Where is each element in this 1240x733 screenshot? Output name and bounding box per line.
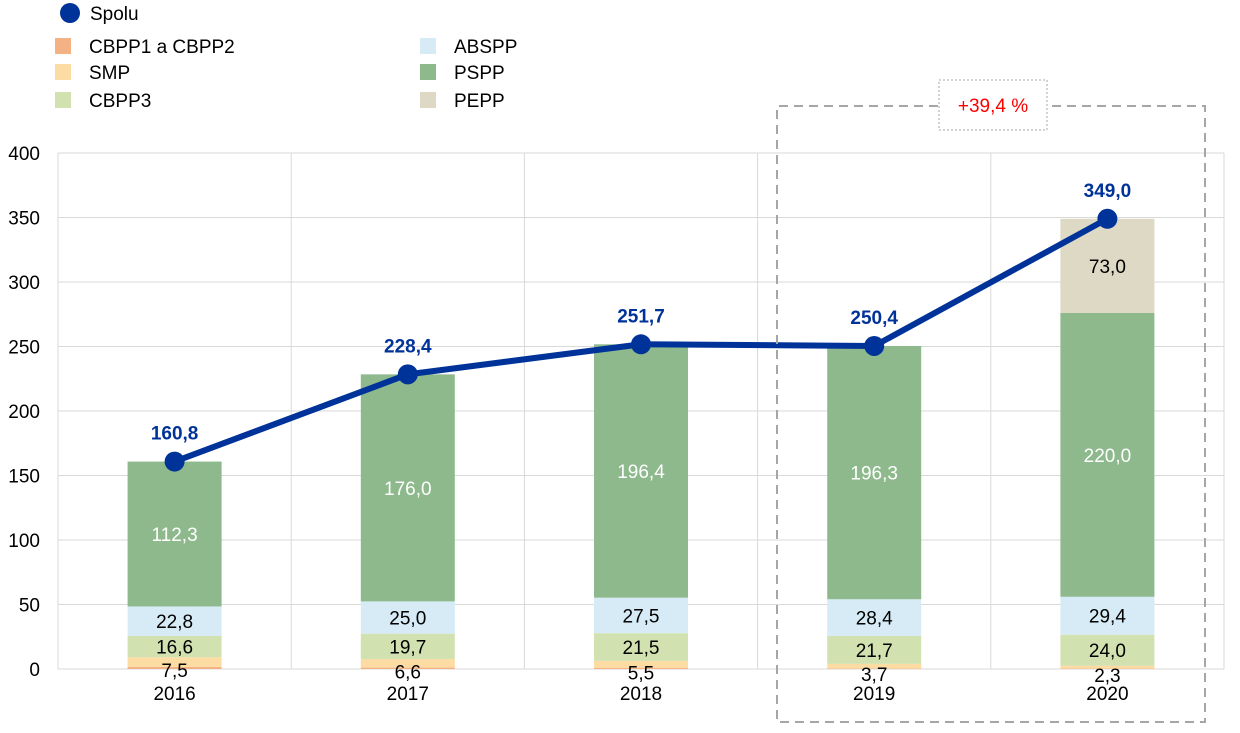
total-point <box>165 452 185 472</box>
data-label: 21,5 <box>623 638 660 659</box>
x-tick-label: 2020 <box>1086 684 1128 705</box>
y-tick-label: 400 <box>8 144 40 165</box>
data-label: 24,0 <box>1089 641 1126 662</box>
y-tick-label: 150 <box>8 467 40 488</box>
data-label: 176,0 <box>384 479 432 500</box>
data-label: 25,0 <box>389 609 426 630</box>
x-tick-label: 2016 <box>153 684 195 705</box>
data-label: 6,6 <box>395 662 421 683</box>
total-label: 250,4 <box>850 308 898 329</box>
total-point <box>398 364 418 384</box>
data-label: 196,3 <box>850 464 898 485</box>
legend-label: Spolu <box>90 4 139 25</box>
x-tick-label: 2018 <box>620 684 662 705</box>
total-point <box>1097 209 1117 229</box>
legend-label: ABSPP <box>454 37 517 58</box>
data-label: 29,4 <box>1089 607 1126 628</box>
total-label: 228,4 <box>384 336 432 357</box>
legend-swatch <box>420 92 436 108</box>
y-tick-label: 50 <box>19 596 40 617</box>
data-label: 16,6 <box>156 638 193 659</box>
legend-label: PEPP <box>454 91 505 112</box>
y-tick-label: 200 <box>8 402 40 423</box>
bars: 7,516,6 22,8 112,3 6,6 19,7 25,0 176,0 5,5 21,5 2… <box>128 219 1155 687</box>
legend-swatch <box>55 64 71 80</box>
legend-swatch <box>55 38 71 54</box>
y-tick-label: 0 <box>29 660 40 681</box>
legend-swatch <box>420 38 436 54</box>
data-label: 27,5 <box>623 606 660 627</box>
legend-marker-spolu <box>60 3 80 23</box>
annotation-text: +39,4 % <box>958 96 1028 117</box>
legend-label: PSPP <box>454 63 505 84</box>
data-label: 196,4 <box>617 462 665 483</box>
legend-label: SMP <box>89 63 130 84</box>
total-label: 251,7 <box>617 306 665 327</box>
data-label: 112,3 <box>152 525 198 546</box>
legend-swatch <box>420 64 436 80</box>
data-label: 19,7 <box>389 637 426 658</box>
y-tick-label: 350 <box>8 209 40 230</box>
data-label: 21,7 <box>856 641 893 662</box>
data-label: 22,8 <box>156 612 193 633</box>
total-label: 349,0 <box>1084 181 1132 202</box>
x-tick-label: 2017 <box>387 684 429 705</box>
y-tick-label: 300 <box>8 273 40 294</box>
legend-label: CBPP1 a CBPP2 <box>89 37 235 58</box>
x-tick-label: 2019 <box>853 684 895 705</box>
total-label: 160,8 <box>151 424 199 445</box>
y-tick-label: 100 <box>8 531 40 552</box>
legend-swatch <box>55 92 71 108</box>
data-label: 73,0 <box>1089 257 1126 278</box>
y-tick-label: 250 <box>8 338 40 359</box>
data-label: 5,5 <box>628 663 654 684</box>
data-label: 220,0 <box>1084 446 1132 467</box>
data-label: 28,4 <box>856 609 893 630</box>
data-label: 7,5 <box>161 661 187 682</box>
total-point <box>631 334 651 354</box>
legend-label: CBPP3 <box>89 91 151 112</box>
total-point <box>864 336 884 356</box>
legend: Spolu CBPP1 a CBPP2 SMP CBPP3 ABSPP PSPP PEPP <box>55 3 517 112</box>
